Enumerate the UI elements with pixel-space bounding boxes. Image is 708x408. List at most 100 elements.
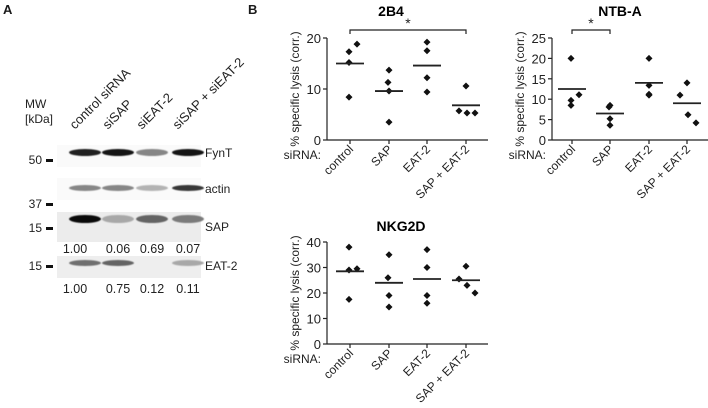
data-point (345, 295, 353, 303)
significance-bracket (571, 29, 611, 34)
mw-marker-label: 50 (28, 153, 42, 167)
data-point (471, 109, 479, 117)
data-point (462, 82, 470, 90)
band-name: actin (205, 182, 231, 196)
data-point (567, 54, 575, 62)
data-point (423, 299, 431, 307)
y-tick-label: 0 (539, 133, 546, 148)
y-tick-label: 20 (307, 31, 321, 46)
data-point (423, 246, 431, 254)
blot-band (102, 148, 134, 156)
quantification-value: 0.75 (105, 282, 131, 296)
data-point (385, 292, 393, 300)
data-point (606, 121, 614, 129)
blot-band (136, 215, 168, 223)
x-tick-label: EAT-2 (400, 142, 433, 175)
data-point (423, 292, 431, 300)
y-tick-label: 20 (307, 286, 321, 301)
x-tick-label: control (543, 142, 578, 177)
blot-band (102, 185, 134, 191)
quantification-value: 0.06 (105, 242, 131, 256)
significance-star: * (588, 15, 594, 31)
y-tick-label: 15 (532, 72, 546, 87)
y-tick-label: 0 (314, 133, 321, 148)
x-tick-label: control (321, 142, 356, 177)
band-name: FynT (205, 146, 233, 160)
blot-strip-eat-2 (57, 256, 204, 278)
chart-title: NKG2D (376, 218, 425, 234)
blot-strip-sap (57, 212, 204, 242)
panel-b-letter: B (248, 2, 258, 17)
data-point (385, 66, 393, 74)
mw-label-line1: MW (25, 97, 47, 111)
quantification-value: 1.00 (62, 282, 88, 296)
data-point (384, 78, 392, 86)
data-point (423, 264, 431, 271)
data-point (567, 101, 575, 109)
y-tick-label: 10 (307, 82, 321, 97)
data-point (455, 107, 463, 115)
data-point (345, 266, 353, 274)
data-point (345, 48, 353, 56)
data-point (605, 103, 613, 111)
mw-marker-tick (46, 265, 53, 268)
data-point (676, 91, 684, 99)
y-axis-label: % specific lysis (corr.) (288, 235, 302, 350)
mw-marker-label: 37 (28, 197, 42, 211)
data-point (645, 90, 653, 98)
data-point (353, 40, 361, 48)
data-point (471, 289, 479, 297)
data-point (385, 303, 393, 311)
blot-band (69, 148, 101, 156)
data-point (345, 58, 353, 66)
blot-strip-actin (57, 178, 204, 200)
data-point (423, 88, 431, 96)
data-point (423, 47, 431, 55)
data-point (567, 96, 575, 104)
data-point (606, 115, 614, 123)
mw-label-line2: [kDa] (25, 112, 54, 126)
data-point (384, 274, 392, 282)
panel-a-letter: A (3, 2, 13, 17)
y-axis-label: % specific lysis (corr.) (513, 31, 527, 146)
y-tick-label: 0 (314, 337, 321, 352)
y-tick-label: 10 (307, 312, 321, 327)
data-point (385, 251, 393, 259)
mw-marker-label: 15 (28, 221, 42, 235)
significance-bracket (349, 29, 467, 34)
band-name: EAT-2 (205, 259, 238, 273)
data-point (692, 119, 700, 127)
blot-band (172, 215, 204, 223)
x-axis-prefix: siRNA: (509, 148, 546, 162)
y-tick-label: 10 (532, 92, 546, 107)
quantification-value: 0.11 (176, 282, 200, 296)
data-point (575, 91, 583, 99)
chart-title: NTB-A (598, 3, 642, 19)
blot-band (136, 185, 168, 191)
data-point (684, 111, 692, 119)
data-point (423, 74, 431, 82)
x-axis-prefix: siRNA: (284, 148, 321, 162)
quantification-value: 0.12 (139, 282, 165, 296)
blot-band (69, 260, 101, 266)
x-tick-label: EAT-2 (400, 346, 433, 379)
chart-title: 2B4 (378, 3, 404, 19)
blot-band (172, 148, 204, 156)
quantification-value: 0.07 (175, 242, 201, 256)
data-point (345, 243, 353, 251)
blot-band (69, 185, 101, 191)
mw-label: MW [kDa] (25, 97, 53, 127)
mw-marker-tick (46, 159, 53, 162)
x-axis-prefix: siRNA: (284, 352, 321, 366)
y-axis-label: % specific lysis (corr.) (288, 31, 302, 146)
blot-band (69, 215, 101, 223)
x-tick-label: control (321, 346, 356, 381)
y-tick-label: 40 (307, 235, 321, 250)
y-tick-label: 30 (307, 261, 321, 276)
blot-band (172, 260, 204, 266)
y-tick-label: 5 (539, 113, 546, 128)
x-tick-label: SAP (589, 142, 616, 169)
band-name: SAP (205, 220, 230, 234)
data-point (683, 79, 691, 87)
